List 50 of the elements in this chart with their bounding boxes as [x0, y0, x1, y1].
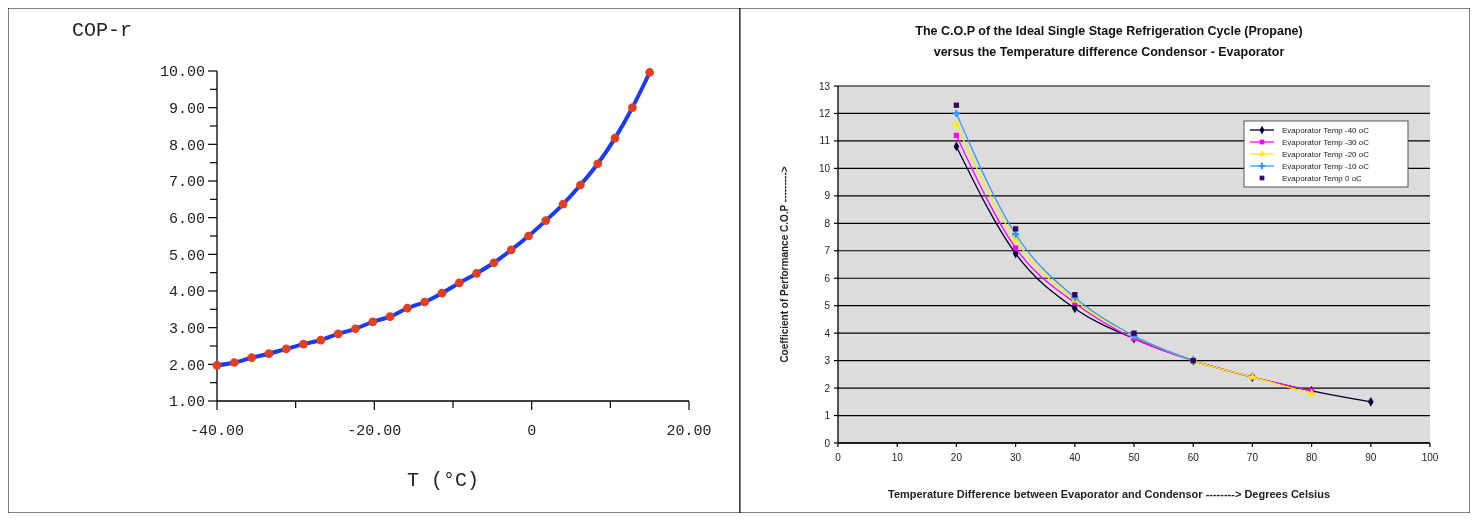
x-tick-label: 20	[950, 452, 963, 463]
x-tick-label: 10	[891, 452, 904, 463]
x-tick-label: 60	[1187, 452, 1200, 463]
y-tick-label: 4.00	[168, 284, 205, 302]
x-tick-label: 80	[1306, 452, 1318, 463]
x-tick-label: 100	[1421, 452, 1439, 463]
y-tick-label: 5	[824, 300, 831, 312]
x-tick-label: 40	[1069, 452, 1081, 463]
legend-label: Evaporator Temp -40 oC	[1282, 126, 1370, 135]
y-tick-label: 8	[824, 217, 831, 229]
y-tick-label: 10.00	[159, 64, 205, 82]
y-tick-label: 2.00	[168, 357, 205, 375]
x-tick-label: 0	[527, 423, 537, 440]
y-tick-label: 7.00	[168, 174, 205, 192]
y-tick-label: 3.00	[168, 320, 205, 338]
legend-label: Evaporator Temp 0 oC	[1282, 174, 1363, 183]
y-tick-label: 6	[824, 272, 831, 284]
chart-title: The C.O.P of the Ideal Single Stage Refrigeration Cycle (Propane)	[915, 24, 1303, 38]
y-tick-label: 11	[819, 135, 831, 147]
x-tick-label: 0	[835, 452, 842, 463]
chart-subtitle: versus the Temperature difference Condensor - Evaporator	[933, 45, 1285, 59]
y-tick-label: 5.00	[168, 247, 205, 265]
y-tick-label: 12	[818, 107, 831, 119]
y-tick-label: 13	[818, 80, 831, 92]
y-tick-label: 9	[824, 190, 831, 202]
x-tick-label: 50	[1128, 452, 1140, 463]
x-tick-label: 30	[1010, 452, 1022, 463]
y-tick-label: 4	[824, 327, 831, 339]
y-tick-label: 6.00	[168, 210, 205, 228]
x-axis-title: T (°C)	[406, 469, 480, 492]
y-tick-label: 9.00	[168, 100, 205, 118]
y-tick-label: 1.00	[168, 394, 205, 412]
x-tick-label: -20.00	[347, 423, 402, 440]
x-axis-title: Temperature Difference between Evaporator and Condensor --------> Degrees Celsius	[887, 488, 1331, 500]
legend-label: Evaporator Temp -30 oC	[1282, 138, 1370, 147]
legend-label: Evaporator Temp -10 oC	[1282, 162, 1370, 171]
x-tick-label: -40.00	[189, 423, 245, 440]
y-tick-label: 2	[824, 382, 831, 394]
x-tick-label: 90	[1365, 452, 1377, 463]
y-tick-label: 7	[824, 245, 831, 257]
y-tick-label: 1	[824, 410, 831, 422]
y-tick-label: 0	[824, 437, 831, 449]
legend-label: Evaporator Temp -20 oC	[1282, 150, 1370, 159]
y-axis-title: Coefficient of Performance C.O.P --------->	[779, 166, 790, 363]
y-axis-title: COP-r	[72, 19, 133, 42]
x-tick-label: 20.00	[666, 423, 712, 440]
y-tick-label: 8.00	[168, 137, 205, 155]
y-tick-label: 3	[824, 355, 831, 367]
x-tick-label: 70	[1246, 452, 1259, 463]
y-tick-label: 10	[818, 162, 831, 174]
